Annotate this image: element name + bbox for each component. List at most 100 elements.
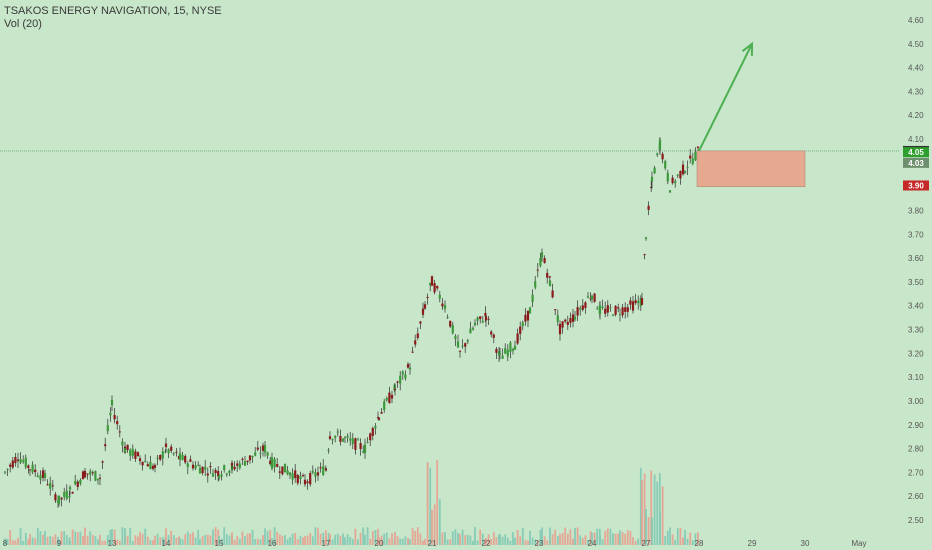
volume-bar bbox=[244, 536, 246, 545]
candle-body bbox=[14, 457, 17, 464]
candle-body bbox=[589, 298, 592, 300]
volume-bar bbox=[457, 532, 459, 545]
candle-body bbox=[601, 306, 604, 309]
volume-bar bbox=[86, 535, 89, 545]
candle-body bbox=[621, 307, 624, 316]
candle-body bbox=[225, 473, 228, 475]
candle-body bbox=[539, 258, 542, 266]
candle-body bbox=[421, 308, 425, 315]
candle-body bbox=[138, 458, 142, 462]
volume-bar bbox=[109, 529, 112, 545]
candle-body bbox=[471, 328, 475, 330]
candle-body bbox=[251, 455, 254, 458]
volume-bar bbox=[251, 529, 254, 545]
y-tick-label: 3.10 bbox=[908, 373, 924, 382]
volume-bar bbox=[137, 536, 139, 545]
volume-bar bbox=[294, 532, 297, 545]
volume-bar bbox=[9, 530, 12, 545]
candle-body bbox=[376, 416, 380, 418]
candle-body bbox=[36, 475, 39, 477]
volume-bar bbox=[306, 535, 309, 545]
y-tick-label: 3.40 bbox=[908, 302, 924, 311]
volume-bar bbox=[531, 537, 534, 545]
volume-bar bbox=[451, 531, 454, 545]
candle-body bbox=[388, 392, 391, 404]
candle-body bbox=[328, 436, 332, 439]
volume-bar bbox=[31, 537, 34, 545]
volume-bar bbox=[71, 529, 74, 545]
candle-body bbox=[429, 282, 432, 286]
volume-bar bbox=[99, 534, 101, 545]
y-tick-label: 4.20 bbox=[908, 111, 924, 120]
volume-bar bbox=[579, 535, 582, 545]
candle-body bbox=[479, 316, 482, 320]
candle-body bbox=[164, 451, 167, 453]
volume-bar bbox=[564, 527, 567, 545]
candle-body bbox=[261, 445, 265, 451]
volume-bar bbox=[329, 534, 331, 545]
volume-bar bbox=[504, 534, 507, 545]
volume-bar bbox=[409, 539, 411, 545]
x-tick-label: 15 bbox=[215, 539, 224, 548]
volume-bar bbox=[246, 533, 249, 545]
candle-body bbox=[556, 315, 559, 322]
volume-bar bbox=[474, 527, 476, 545]
candle-body bbox=[233, 466, 236, 470]
volume-bar bbox=[339, 535, 342, 545]
candle-body bbox=[191, 464, 195, 469]
candle-body bbox=[79, 479, 82, 484]
candle-body bbox=[309, 473, 312, 485]
volume-bar bbox=[461, 529, 464, 545]
candle-body bbox=[611, 315, 615, 317]
volume-bar bbox=[426, 462, 429, 545]
volume-bar bbox=[351, 538, 354, 545]
candle-body bbox=[624, 307, 627, 312]
volume-bar bbox=[82, 535, 84, 545]
candle-body bbox=[596, 308, 599, 310]
volume-bar bbox=[574, 527, 576, 545]
volume-bar bbox=[645, 508, 647, 545]
volume-bar bbox=[172, 535, 175, 545]
volume-bar bbox=[454, 529, 457, 545]
volume-bar bbox=[499, 533, 501, 545]
candle-body bbox=[481, 320, 484, 323]
candle-body bbox=[178, 453, 182, 460]
volume-bar bbox=[495, 537, 498, 545]
x-tick-label: 30 bbox=[801, 539, 810, 548]
volume-bar bbox=[94, 536, 97, 545]
volume-bar bbox=[6, 538, 9, 545]
candle-body bbox=[134, 451, 137, 460]
volume-bar bbox=[634, 540, 637, 545]
volume-bar bbox=[682, 537, 684, 545]
volume-bar bbox=[58, 540, 60, 545]
candle-body bbox=[291, 473, 294, 480]
candle-body bbox=[423, 304, 427, 309]
candle-body bbox=[98, 477, 102, 479]
volume-bar bbox=[63, 531, 66, 545]
candle-body bbox=[41, 470, 45, 478]
volume-bar bbox=[536, 540, 539, 545]
volume-bar bbox=[42, 534, 44, 545]
volume-bar bbox=[65, 534, 68, 545]
candle-body bbox=[430, 276, 434, 286]
candle-body bbox=[189, 459, 192, 462]
candle-body bbox=[558, 324, 562, 335]
candle-body bbox=[201, 466, 204, 474]
volume-bar bbox=[466, 534, 469, 545]
volume-bar bbox=[487, 534, 490, 545]
volume-bar bbox=[414, 531, 417, 545]
volume-bar bbox=[653, 474, 656, 545]
volume-bar bbox=[576, 527, 579, 545]
candle-body bbox=[593, 293, 596, 302]
candle-body bbox=[414, 340, 417, 345]
volume-bar bbox=[327, 532, 330, 545]
candle-body bbox=[671, 177, 674, 184]
candle-body bbox=[146, 464, 149, 467]
candle-body bbox=[694, 152, 697, 161]
candle-body bbox=[668, 190, 672, 193]
volume-bar bbox=[366, 527, 369, 545]
volume-bar bbox=[189, 533, 192, 545]
candle-body bbox=[408, 367, 412, 370]
